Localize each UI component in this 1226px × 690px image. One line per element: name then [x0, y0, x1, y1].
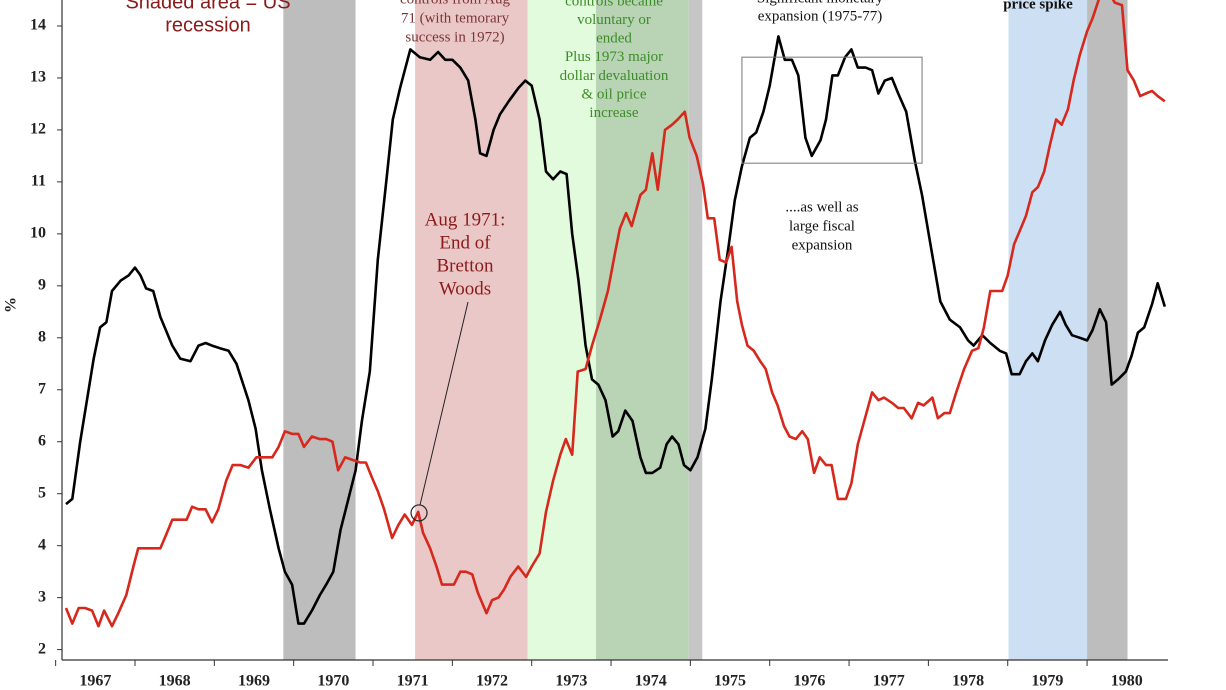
data-line — [65, 35, 1167, 625]
annotation-text: End of — [439, 232, 491, 253]
x-tick-label: 1977 — [873, 673, 905, 690]
shaded-bands — [283, 0, 1128, 660]
shaded-band — [1008, 0, 1088, 660]
x-tick-label: 1967 — [79, 673, 111, 690]
annotation-text: ....as well as — [785, 199, 858, 215]
x-tick-label: 1968 — [159, 673, 191, 690]
annotation-text: & oil price — [582, 86, 647, 102]
leader-line — [419, 301, 469, 506]
annotation-text: dollar devaluation — [560, 68, 669, 84]
y-tick-label: 10 — [30, 225, 46, 242]
annotation-text: success in 1972) — [405, 29, 504, 45]
annotation-text: 71 (with temorary — [401, 10, 510, 26]
annotation-text: increase — [589, 105, 638, 121]
annotation-text: controls became — [565, 0, 663, 9]
y-tick-label: 12 — [30, 121, 46, 138]
annotation-text: Significant monetary — [757, 0, 884, 6]
data-line — [64, 0, 1166, 628]
annotation-text: recession — [165, 14, 251, 36]
y-tick-label: 5 — [38, 484, 46, 501]
overlay: 2 3 4 5 6 7 8 9 10 11 12 13 14 1967 1968 1969 1970 1971 19… — [30, 0, 1168, 690]
annotation-text: Aug 1971: — [425, 209, 506, 230]
y-tick-label: 4 — [38, 536, 46, 553]
annotation-text: Bretton — [437, 255, 494, 276]
x-tick-label: 1979 — [1031, 673, 1063, 690]
annotation-text: controls from Aug — [400, 0, 510, 7]
annotation-text: large fiscal — [789, 218, 855, 234]
shaded-band — [283, 0, 356, 660]
x-tick-label: 1978 — [952, 673, 984, 690]
x-tick-label: 1972 — [476, 673, 508, 690]
annotation-box — [741, 56, 923, 164]
x-tick-label: 1980 — [1111, 673, 1143, 690]
annotation-text: expansion — [792, 237, 853, 253]
x-tick-label: 1975 — [714, 673, 746, 690]
y-tick-label: 14 — [30, 17, 46, 34]
annotation-text: ended — [596, 31, 632, 47]
y-tick-label: 11 — [31, 173, 46, 190]
x-tick-label: 1973 — [555, 673, 587, 690]
annotation-text: Shaded area = US — [125, 0, 290, 13]
x-tick-label: 1974 — [635, 673, 667, 690]
annotation-text: expansion (1975-77) — [758, 8, 883, 24]
shaded-band — [595, 0, 689, 660]
annotation-text: Plus 1973 major — [565, 49, 663, 65]
y-tick-label: 8 — [38, 328, 46, 345]
y-tick-label: 13 — [30, 69, 46, 86]
y-tick-label: 2 — [38, 640, 46, 657]
y-tick-label: 7 — [38, 380, 46, 397]
x-tick-label: 1976 — [793, 673, 825, 690]
x-tick-label: 1971 — [397, 673, 429, 690]
marked-point — [410, 504, 428, 522]
annotation-text: price spike — [1003, 0, 1073, 12]
y-axis-label: % — [3, 297, 20, 313]
y-tick-label: 6 — [38, 432, 46, 449]
shaded-band — [688, 0, 703, 660]
annotation-text: Woods — [439, 278, 491, 299]
y-tick-label: 3 — [38, 588, 46, 605]
plot-lines — [64, 0, 1167, 628]
y-tick-label: 9 — [38, 276, 46, 293]
x-tick-label: 1970 — [317, 673, 349, 690]
shaded-band — [415, 0, 528, 660]
annotation-text: voluntary or — [577, 12, 651, 28]
x-tick-label: 1969 — [238, 673, 270, 690]
